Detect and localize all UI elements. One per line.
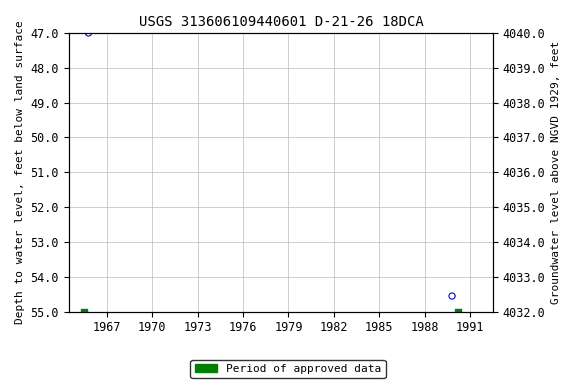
Point	[79, 309, 89, 315]
Point	[448, 293, 457, 299]
Legend: Period of approved data: Period of approved data	[191, 359, 385, 379]
Title: USGS 313606109440601 D-21-26 18DCA: USGS 313606109440601 D-21-26 18DCA	[138, 15, 423, 29]
Point	[453, 309, 463, 315]
Point	[84, 30, 93, 36]
Y-axis label: Depth to water level, feet below land surface: Depth to water level, feet below land su…	[15, 20, 25, 324]
Y-axis label: Groundwater level above NGVD 1929, feet: Groundwater level above NGVD 1929, feet	[551, 41, 561, 304]
